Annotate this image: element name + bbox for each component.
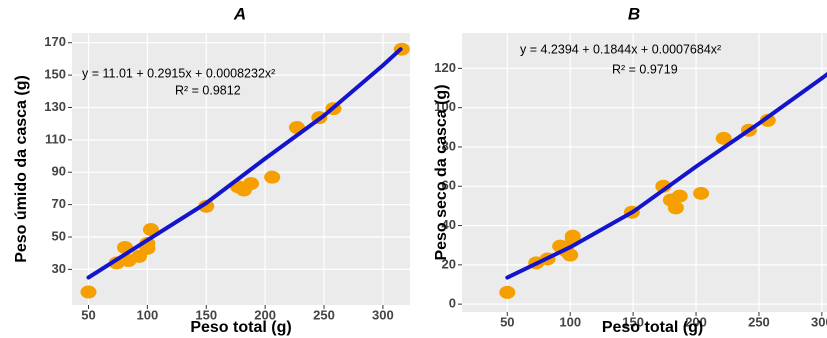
data-point [243,177,260,191]
x-tick-label: 50 [81,307,95,322]
fit-annotation: y = 11.01 + 0.2915x + 0.0008232x² [82,66,275,80]
y-tick-label: 120 [434,60,456,75]
data-point [562,248,579,262]
y-tick-label: 80 [442,138,456,153]
y-tick-label: 0 [449,296,456,311]
y-tick-label: 170 [44,34,66,49]
x-tick-label: 100 [137,307,159,322]
fit-annotation: R² = 0.9812 [175,83,241,97]
y-tick-label: 30 [52,261,66,276]
y-tick-label: 100 [434,99,456,114]
data-point [759,113,776,127]
data-point [80,285,97,299]
x-tick-label: 200 [685,314,707,329]
y-axis-label: Peso seco da casca (g) [433,84,450,260]
y-tick-label: 60 [442,178,456,193]
data-point [499,285,516,299]
data-point [715,131,732,145]
x-tick-label: 300 [372,307,394,322]
y-tick-label: 40 [442,217,456,232]
fit-annotation: R² = 0.9719 [612,62,678,76]
x-tick-label: 250 [313,307,335,322]
plot-panel [462,33,827,312]
y-tick-label: 70 [52,196,66,211]
data-point [142,223,159,237]
y-tick-label: 110 [45,131,66,146]
fit-annotation: y = 4.2394 + 0.1844x + 0.0007684x² [520,42,721,56]
data-point [564,229,581,243]
data-point [264,170,281,184]
x-tick-label: 250 [748,314,770,329]
chart-title: B [628,4,640,23]
data-point [693,186,710,200]
x-axis-label: Peso total (g) [190,319,291,336]
data-point [667,201,684,215]
x-axis-label: Peso total (g) [602,319,703,336]
data-point [671,189,688,203]
fit-line [86,47,403,280]
y-tick-label: 90 [52,164,66,179]
y-tick-label: 50 [52,228,66,243]
y-tick-label: 150 [44,67,66,82]
x-tick-label: 200 [254,307,276,322]
x-tick-label: 100 [559,314,581,329]
x-tick-label: 150 [622,314,644,329]
x-tick-label: 300 [811,314,827,329]
data-point [198,199,215,213]
y-tick-label: 130 [44,99,66,114]
fit-line [505,71,827,280]
y-axis-label: Peso úmido da casca (g) [13,75,30,263]
x-tick-label: 50 [500,314,514,329]
y-tick-label: 20 [442,256,456,271]
chart-title: A [233,4,246,23]
x-tick-label: 150 [195,307,217,322]
